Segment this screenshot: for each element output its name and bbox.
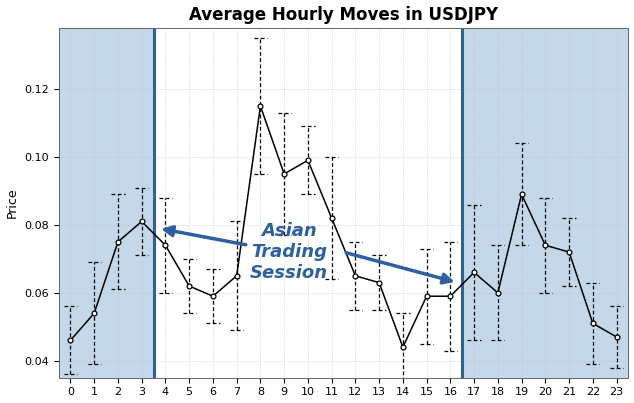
Text: Asian
Trading
Session: Asian Trading Session — [250, 222, 328, 282]
Y-axis label: Price: Price — [6, 187, 18, 218]
Bar — [58, 28, 153, 378]
Bar — [462, 28, 628, 378]
Title: Average Hourly Moves in USDJPY: Average Hourly Moves in USDJPY — [189, 6, 498, 23]
